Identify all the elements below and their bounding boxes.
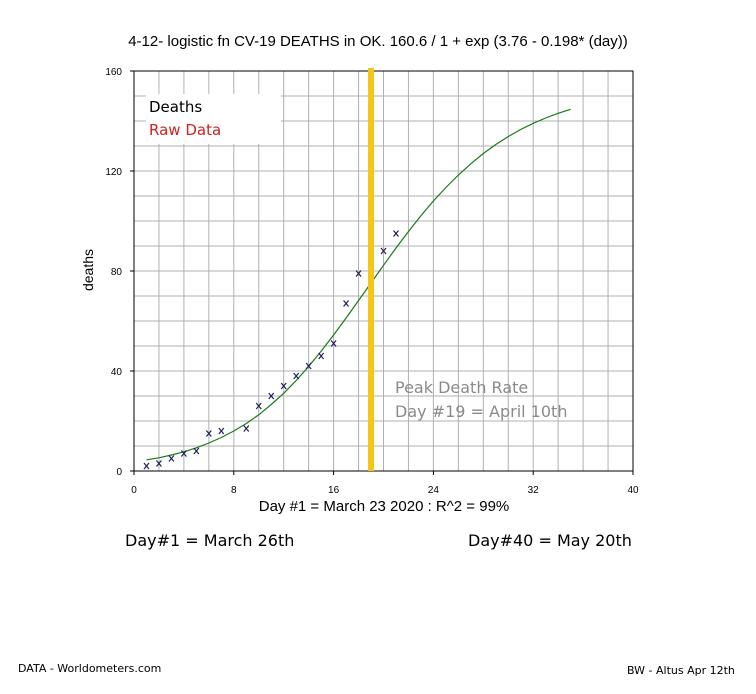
peak-label: Peak Death Rate	[395, 378, 528, 397]
raw-data-point	[330, 340, 337, 347]
raw-data-point	[180, 450, 187, 457]
raw-data-point-stroke	[343, 300, 350, 307]
axes	[130, 70, 634, 475]
raw-data-point	[393, 230, 399, 237]
raw-data-point-stroke	[205, 430, 212, 437]
y-tick-label: 40	[111, 367, 123, 378]
credit-note: BW - Altus Apr 12th	[627, 664, 735, 677]
raw-data-point-stroke	[268, 392, 275, 400]
raw-data-point	[193, 447, 200, 455]
raw-data-point-stroke	[380, 247, 387, 255]
legend-entry-raw-data: Raw Data	[149, 121, 221, 139]
raw-data-point	[293, 372, 300, 380]
legend-box	[146, 94, 281, 144]
raw-data-point	[243, 425, 250, 432]
raw-data-point-stroke	[180, 450, 187, 457]
annotations: Peak Death Rate Day #19 = April 10th	[368, 68, 567, 471]
raw-data-point-stroke	[305, 362, 312, 370]
y-tick-label: 0	[116, 467, 122, 478]
y-tick-label: 160	[105, 67, 122, 78]
raw-data-point-stroke	[168, 455, 175, 462]
x-tick-label: 24	[428, 485, 440, 496]
raw-data-point	[218, 427, 225, 435]
peak-sublabel: Day #19 = April 10th	[395, 402, 567, 421]
raw-data-point	[343, 300, 350, 307]
raw-data-point-stroke	[330, 340, 337, 347]
raw-data-point-stroke	[255, 402, 262, 410]
grid	[134, 71, 633, 471]
raw-data-point	[380, 247, 387, 255]
raw-data-point	[280, 382, 287, 390]
raw-data-point	[205, 430, 212, 437]
raw-data-point-stroke	[143, 462, 150, 470]
raw-data-point-stroke	[280, 382, 287, 390]
series-deaths	[146, 108, 571, 461]
raw-data-point	[318, 352, 325, 360]
raw-data-point	[155, 460, 162, 467]
x-tick-label: 0	[131, 485, 137, 496]
x-axis-label: Day #1 = March 23 2020 : R^2 = 99%	[258, 498, 510, 515]
raw-data-point-stroke	[293, 372, 300, 380]
legend: Deaths Raw Data	[146, 94, 281, 144]
raw-data-point-stroke	[318, 352, 325, 360]
raw-data-point-stroke	[193, 447, 200, 455]
y-tick-label: 120	[105, 167, 122, 178]
x-tick-label: 32	[528, 485, 540, 496]
tick-labels: 0 8 16 24 32 40 0 40 80 120 160	[105, 67, 639, 496]
x-tick-label: 8	[231, 485, 237, 496]
raw-data-point	[355, 270, 362, 277]
raw-data-point-stroke	[155, 460, 162, 467]
y-tick-label: 80	[111, 267, 123, 278]
x-tick-label: 16	[328, 485, 340, 496]
legend-entry-deaths: Deaths	[149, 98, 202, 116]
deaths-curve	[146, 108, 571, 461]
source-note: DATA - Worldometers.com	[18, 662, 162, 675]
x-tick-label: 40	[627, 485, 639, 496]
raw-data-point-stroke	[393, 230, 399, 237]
chart-title: 4-12- logistic fn CV-19 DEATHS in OK. 16…	[128, 33, 628, 50]
y-axis-label: deaths	[80, 248, 96, 292]
raw-data-point	[168, 455, 175, 462]
day1-note: Day#1 = March 26th	[125, 531, 295, 550]
raw-data-point	[268, 392, 275, 400]
raw-data-point	[255, 402, 262, 410]
raw-data-point	[305, 362, 312, 370]
series-raw-data	[143, 230, 399, 470]
raw-data-point-stroke	[243, 425, 250, 432]
raw-data-point-stroke	[355, 270, 362, 277]
raw-data-point	[143, 462, 150, 470]
day40-note: Day#40 = May 20th	[468, 531, 632, 550]
raw-data-point-stroke	[218, 427, 225, 435]
